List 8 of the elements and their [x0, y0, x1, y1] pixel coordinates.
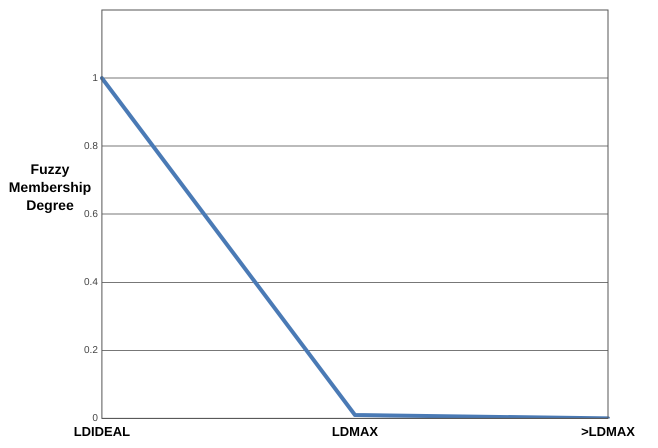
- y-tick-label: 0.8: [84, 140, 98, 152]
- y-tick-label: 0.2: [84, 345, 98, 356]
- y-tick-label: 0: [92, 413, 98, 424]
- x-tick-label: >LDMAX: [581, 424, 636, 439]
- y-tick-label: 1: [92, 72, 98, 84]
- x-tick-label: LDIDEAL: [74, 424, 130, 439]
- x-tick-label: LDMAX: [332, 424, 378, 439]
- y-tick-label: 0.4: [84, 277, 98, 288]
